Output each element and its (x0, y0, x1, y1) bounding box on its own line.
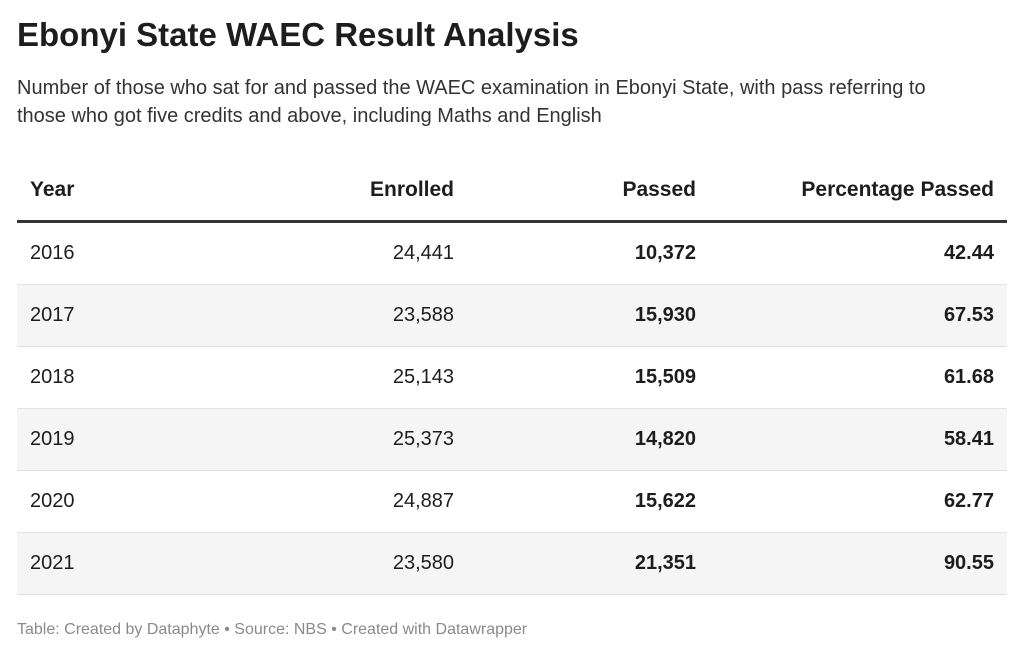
table-cell: 90.55 (943, 552, 994, 574)
table-cell: 58.41 (943, 428, 994, 450)
table-cell: 2016 (30, 242, 75, 264)
table-cell: 42.44 (943, 242, 994, 264)
table-cell: 24,887 (392, 490, 454, 512)
table: Year Enrolled Passed Percentage Passed 2016 2… (17, 160, 1007, 595)
table-row: 2018 25,143 15,509 61.68 (17, 347, 1007, 409)
table-cell: 15,930 (634, 304, 696, 326)
table-row: 2017 23,588 15,930 67.53 (17, 285, 1007, 347)
table-cell: 2018 (30, 366, 75, 388)
table-cell: 24,441 (392, 242, 454, 264)
column-header: Year (30, 178, 75, 201)
table-cell: 2017 (30, 304, 75, 326)
table-cell: 23,588 (392, 304, 454, 326)
table-row: 2020 24,887 15,622 62.77 (17, 471, 1007, 533)
table-cell: 61.68 (943, 366, 994, 388)
table-cell: 14,820 (634, 428, 696, 450)
table-cell: 2019 (30, 428, 75, 450)
subtitle: Number of those who sat for and passed t… (17, 77, 926, 127)
table-cell: 25,373 (392, 428, 454, 450)
header-row: Year Enrolled Passed Percentage Passed (17, 160, 1007, 223)
column-header: Enrolled (369, 178, 454, 201)
table-cell: 23,580 (392, 552, 454, 574)
table-cell: 25,143 (392, 366, 454, 388)
table-row: 2016 24,441 10,372 42.44 (17, 223, 1007, 285)
title: Ebonyi State WAEC Result Analysis (17, 16, 579, 53)
table-cell: 15,509 (634, 366, 696, 388)
table-row: 2019 25,373 14,820 58.41 (17, 409, 1007, 471)
column-header: Passed (622, 178, 696, 201)
table-cell: 2020 (30, 490, 75, 512)
table-cell: 2021 (30, 552, 75, 574)
column-header: Percentage Passed (801, 178, 994, 201)
table-row: 2021 23,580 21,351 90.55 (17, 533, 1007, 595)
footer: Table: Created by Dataphyte • Source: NB… (17, 621, 528, 638)
table-cell: 10,372 (634, 242, 696, 264)
table-cell: 67.53 (943, 304, 994, 326)
table-cell: 21,351 (634, 552, 696, 574)
table-cell: 62.77 (943, 490, 994, 512)
table-cell: 15,622 (634, 490, 696, 512)
